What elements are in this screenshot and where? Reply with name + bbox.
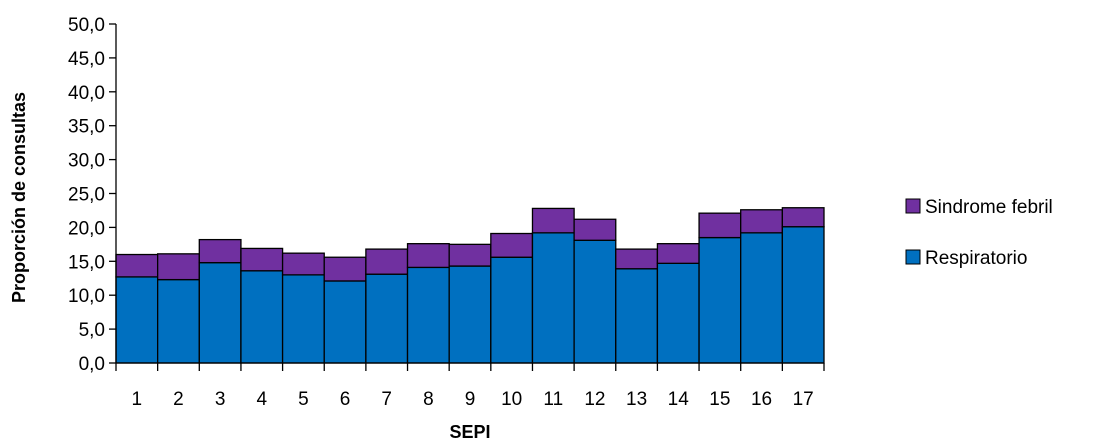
bar-sindrome-febril-16 xyxy=(740,209,784,234)
x-tick-label: 6 xyxy=(340,389,351,410)
bar-sindrome-febril-12 xyxy=(573,218,617,241)
bar-respiratorio-17 xyxy=(781,226,825,364)
bar-respiratorio-10 xyxy=(490,256,534,364)
bar-respiratorio-2 xyxy=(156,278,200,364)
bar-sindrome-febril-5 xyxy=(281,252,325,276)
x-tick-label: 3 xyxy=(215,389,226,410)
x-tick-label: 17 xyxy=(793,389,814,410)
x-tick-label: 5 xyxy=(298,389,309,410)
x-tick-label: 12 xyxy=(584,389,605,410)
x-tick-label: 8 xyxy=(423,389,434,410)
bar-respiratorio-9 xyxy=(448,265,492,364)
x-tick-label: 15 xyxy=(709,389,730,410)
bar-respiratorio-7 xyxy=(365,273,409,364)
legend-swatch-respiratorio xyxy=(905,249,921,265)
x-tick-label: 7 xyxy=(381,389,392,410)
y-tick-label: 50,0 xyxy=(68,15,105,36)
y-tick-label: 45,0 xyxy=(68,49,105,70)
y-tick-label: 20,0 xyxy=(68,218,105,239)
x-tick-label: 16 xyxy=(751,389,772,410)
bar-sindrome-febril-9 xyxy=(448,243,492,267)
bar-sindrome-febril-2 xyxy=(156,253,200,281)
bar-sindrome-febril-7 xyxy=(365,248,409,275)
y-axis-title: Proporción de consultas xyxy=(9,92,29,303)
legend-label-respiratorio: Respiratorio xyxy=(925,248,1027,269)
bar-respiratorio-14 xyxy=(656,262,700,364)
bar-respiratorio-4 xyxy=(240,270,284,364)
ticks-group: 0,0 5,0 10,0 15,0 20,0 25,0 30,0 35,0 40,0 45,0 50… xyxy=(68,15,825,410)
legend-label-sindrome-febril: Sindrome febril xyxy=(925,197,1053,218)
y-tick-label: 25,0 xyxy=(68,185,105,206)
x-tick-label: 13 xyxy=(626,389,647,410)
x-tick-label: 2 xyxy=(173,389,184,410)
y-tick-label: 40,0 xyxy=(68,83,105,104)
legend: Sindrome febril Respiratorio xyxy=(905,197,1053,269)
bar-respiratorio-1 xyxy=(115,276,159,364)
bar-sindrome-febril-11 xyxy=(531,207,575,234)
bar-respiratorio-8 xyxy=(406,266,450,364)
bar-respiratorio-13 xyxy=(615,268,659,364)
y-tick-label: 0,0 xyxy=(79,354,105,375)
x-tick-label: 1 xyxy=(132,389,143,410)
bar-respiratorio-6 xyxy=(323,280,367,364)
bar-sindrome-febril-6 xyxy=(323,256,367,282)
bar-respiratorio-5 xyxy=(281,274,325,364)
bar-sindrome-febril-17 xyxy=(781,207,825,228)
x-tick-label: 14 xyxy=(668,389,690,410)
bar-sindrome-febril-13 xyxy=(615,248,659,270)
bar-sindrome-febril-15 xyxy=(698,212,742,239)
bar-sindrome-febril-14 xyxy=(656,243,700,264)
y-tick-label: 15,0 xyxy=(68,252,105,273)
x-tick-label: 9 xyxy=(465,389,476,410)
y-tick-label: 10,0 xyxy=(68,286,105,307)
y-tick-label: 5,0 xyxy=(79,320,105,341)
bar-respiratorio-15 xyxy=(698,236,742,364)
bar-sindrome-febril-4 xyxy=(240,247,284,272)
x-tick-label: 4 xyxy=(256,389,267,410)
bar-respiratorio-16 xyxy=(740,232,784,364)
bars-group xyxy=(115,207,825,364)
y-tick-label: 30,0 xyxy=(68,151,105,172)
bar-sindrome-febril-8 xyxy=(406,243,450,269)
bar-respiratorio-12 xyxy=(573,239,617,364)
bar-sindrome-febril-1 xyxy=(115,253,159,278)
x-axis-title: SEPI xyxy=(449,422,490,442)
x-tick-label: 11 xyxy=(543,389,563,410)
bar-sindrome-febril-3 xyxy=(198,238,242,264)
bar-respiratorio-11 xyxy=(531,232,575,364)
bar-sindrome-febril-10 xyxy=(490,232,534,258)
x-tick-label: 10 xyxy=(501,389,522,410)
y-tick-label: 35,0 xyxy=(68,117,105,138)
bar-respiratorio-3 xyxy=(198,262,242,364)
legend-swatch-sindrome-febril xyxy=(905,198,921,214)
